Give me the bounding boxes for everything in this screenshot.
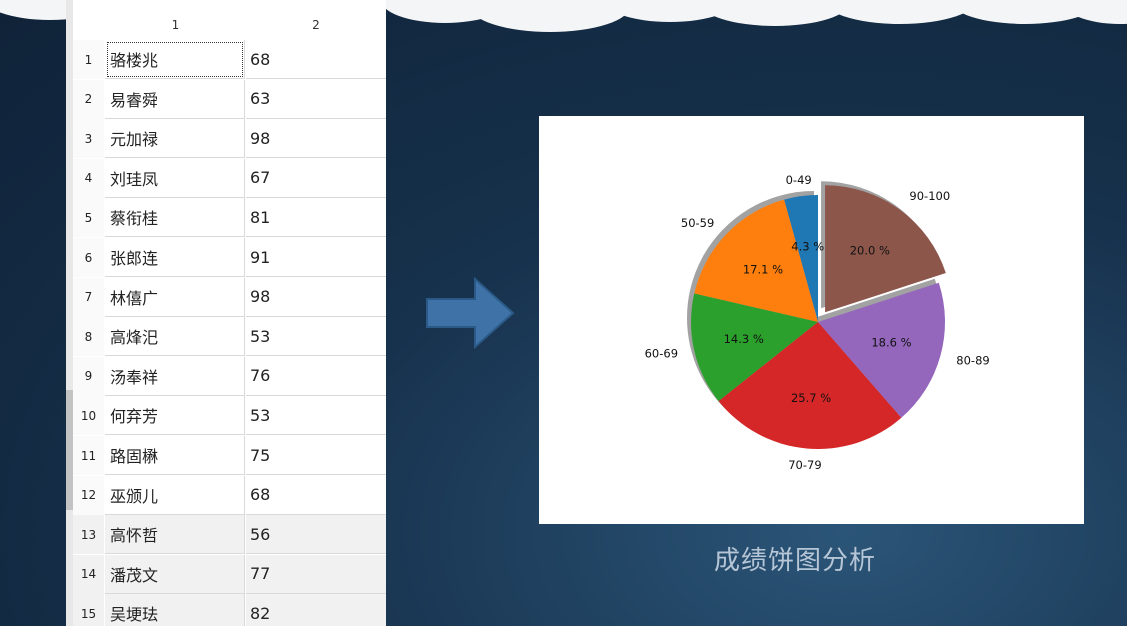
name-cell[interactable]: 易睿舜 — [105, 79, 245, 119]
pie-category-label: 80-89 — [956, 353, 989, 367]
table-row[interactable]: 4 刘珪凤 67 — [73, 158, 386, 198]
table-row[interactable]: 1 骆楼兆 68 — [73, 40, 386, 79]
chart-caption: 成绩饼图分析 — [713, 546, 876, 576]
name-cell[interactable]: 骆楼兆 — [105, 40, 245, 79]
pie-percent-label: 17.1 % — [743, 262, 783, 276]
table-row[interactable]: 10 何弃芳 53 — [73, 396, 386, 436]
row-index[interactable]: 6 — [73, 238, 104, 277]
table-row[interactable]: 9 汤奉祥 76 — [73, 356, 386, 396]
pie-percent-label: 20.0 % — [850, 244, 890, 258]
score-cell[interactable]: 68 — [246, 476, 386, 515]
table-row[interactable]: 7 林僖广 98 — [73, 277, 386, 317]
pie-category-label: 70-79 — [788, 458, 821, 472]
table-row[interactable]: 2 易睿舜 63 — [73, 79, 386, 119]
name-cell[interactable]: 高烽汜 — [105, 317, 245, 357]
pie-category-label: 50-59 — [681, 216, 714, 230]
score-cell[interactable]: 77 — [246, 554, 386, 594]
pie-slice-50-59 — [694, 199, 818, 322]
name-cell[interactable]: 潘茂文 — [105, 554, 245, 594]
row-index[interactable]: 1 — [73, 40, 104, 79]
row-index[interactable]: 15 — [73, 594, 104, 626]
score-cell[interactable]: 53 — [246, 317, 386, 357]
pie-slice-60-69 — [691, 293, 818, 402]
score-cell[interactable]: 82 — [246, 594, 386, 626]
row-index[interactable]: 11 — [73, 436, 104, 475]
score-cell[interactable]: 56 — [246, 515, 386, 555]
score-table: 1 2 1 骆楼兆 68 2 易睿舜 63 3 元加禄 98 4 刘珪凤 67 5 蔡衔桂 81 6 张郎连 91… — [66, 0, 386, 626]
pie-percent-label: 25.7 % — [791, 391, 831, 405]
name-cell[interactable]: 吴埂珐 — [105, 594, 245, 626]
column-header-2[interactable]: 2 — [246, 10, 386, 40]
score-cell[interactable]: 75 — [246, 436, 386, 475]
score-cell[interactable]: 81 — [246, 198, 386, 238]
pie-category-label: 0-49 — [786, 173, 812, 187]
score-cell[interactable]: 68 — [246, 40, 386, 79]
pie-slice-90-100 — [825, 185, 946, 313]
pie-percent-label: 18.6 % — [871, 335, 911, 349]
table-row[interactable]: 6 张郎连 91 — [73, 238, 386, 277]
cloud-decoration — [0, 0, 1127, 40]
name-cell[interactable]: 林僖广 — [105, 277, 245, 317]
score-cell[interactable]: 67 — [246, 159, 386, 198]
name-cell[interactable]: 张郎连 — [105, 238, 245, 277]
name-cell[interactable]: 蔡衔桂 — [105, 198, 245, 238]
vertical-scrollbar[interactable] — [66, 0, 73, 626]
name-cell[interactable]: 刘珪凤 — [105, 158, 245, 198]
row-index[interactable]: 7 — [73, 277, 104, 317]
table-row[interactable]: 15 吴埂珐 82 — [73, 594, 386, 626]
pie-slice-70-79 — [718, 322, 902, 449]
row-index[interactable]: 4 — [73, 158, 104, 198]
score-cell[interactable]: 63 — [246, 80, 386, 119]
row-index[interactable]: 5 — [73, 198, 104, 238]
row-index[interactable]: 12 — [73, 475, 104, 515]
pie-chart-panel: 4.3 % 0-49 17.1 % 50-59 14.3 % 60-69 25.7 % 70-… — [539, 116, 1084, 524]
table-row[interactable]: 5 蔡衔桂 81 — [73, 198, 386, 238]
table-row[interactable]: 3 元加禄 98 — [73, 119, 386, 159]
name-cell[interactable]: 何弃芳 — [105, 396, 245, 436]
row-index[interactable]: 2 — [73, 79, 104, 119]
row-index[interactable]: 3 — [73, 119, 104, 159]
table-row[interactable]: 14 潘茂文 77 — [73, 554, 386, 594]
table-row[interactable]: 11 路固楙 75 — [73, 436, 386, 475]
row-index[interactable]: 8 — [73, 317, 104, 357]
scrollbar-thumb[interactable] — [66, 390, 73, 510]
name-cell[interactable]: 高怀哲 — [105, 515, 245, 555]
score-cell[interactable]: 53 — [246, 396, 386, 436]
pie-slice-0-49 — [784, 195, 818, 322]
pie-slice-80-89 — [818, 282, 945, 418]
score-cell[interactable]: 76 — [246, 357, 386, 396]
score-cell[interactable]: 98 — [246, 278, 386, 317]
score-cell[interactable]: 98 — [246, 119, 386, 159]
right-arrow-icon — [426, 277, 515, 349]
pie-chart: 4.3 % 0-49 17.1 % 50-59 14.3 % 60-69 25.7 % 70-… — [645, 173, 990, 472]
pie-category-label: 60-69 — [645, 347, 678, 361]
name-cell[interactable]: 路固楙 — [105, 436, 245, 475]
pie-category-label: 90-100 — [909, 189, 950, 203]
row-index[interactable]: 10 — [73, 396, 104, 436]
row-index[interactable]: 9 — [73, 356, 104, 396]
pie-percent-label: 4.3 % — [791, 239, 824, 253]
row-index[interactable]: 14 — [73, 554, 104, 594]
pie-percent-label: 14.3 % — [724, 332, 764, 346]
table-row[interactable]: 13 高怀哲 56 — [73, 515, 386, 555]
column-header-1[interactable]: 1 — [105, 10, 246, 40]
name-cell[interactable]: 元加禄 — [105, 119, 245, 159]
name-cell[interactable]: 汤奉祥 — [105, 356, 245, 396]
table-row[interactable]: 8 高烽汜 53 — [73, 317, 386, 357]
name-cell[interactable]: 巫颁儿 — [105, 475, 245, 515]
row-index[interactable]: 13 — [73, 515, 104, 555]
table-row[interactable]: 12 巫颁儿 68 — [73, 475, 386, 515]
score-cell[interactable]: 91 — [246, 238, 386, 277]
